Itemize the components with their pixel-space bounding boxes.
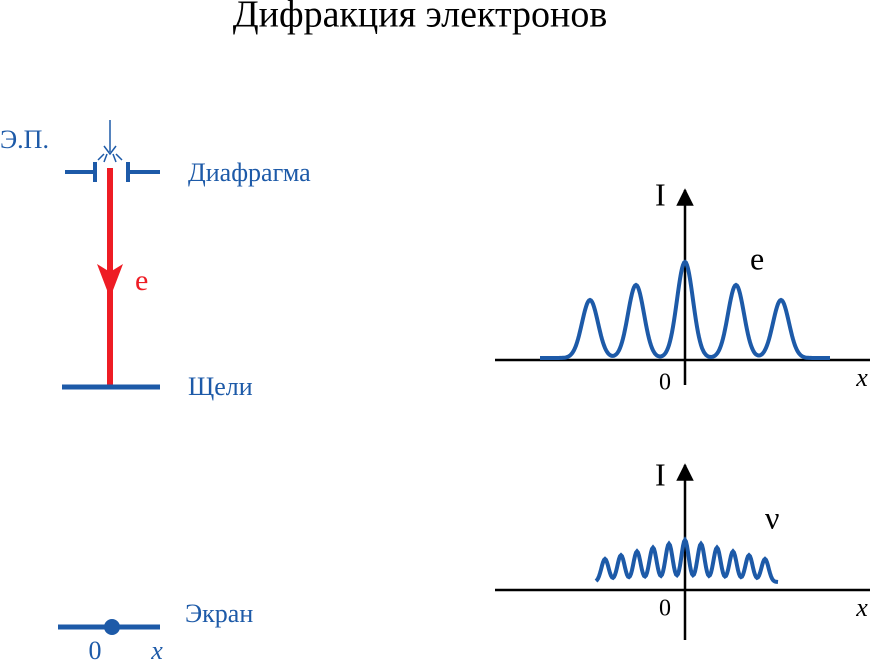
title: Дифракция электронов xyxy=(233,0,608,36)
diaphragm xyxy=(65,162,160,182)
origin-label: 0 xyxy=(659,370,671,396)
y-axis-label: I xyxy=(655,176,666,212)
slits-label: Щели xyxy=(188,372,253,401)
x-axis-label: x xyxy=(855,363,868,392)
curve-label: e xyxy=(750,240,764,276)
curve-label: ν xyxy=(765,499,779,535)
y-axis-label: I xyxy=(655,456,666,492)
source-arrowhead xyxy=(103,145,117,156)
x-axis-label: x xyxy=(855,593,868,622)
diaphragm-label: Диафрагма xyxy=(188,158,311,187)
origin-label: 0 xyxy=(659,596,671,622)
screen-label: Экран xyxy=(185,599,253,628)
intensity-curve xyxy=(540,259,830,360)
intensity-curve xyxy=(594,536,779,584)
screen-origin: 0 xyxy=(89,636,102,665)
particle-label: e xyxy=(135,264,148,297)
screen-origin-dot xyxy=(104,619,120,635)
source-rays xyxy=(97,153,123,163)
screen-axis: x xyxy=(150,636,163,665)
beam-arrowhead xyxy=(97,264,123,298)
source-label: Э.П. xyxy=(0,125,49,154)
